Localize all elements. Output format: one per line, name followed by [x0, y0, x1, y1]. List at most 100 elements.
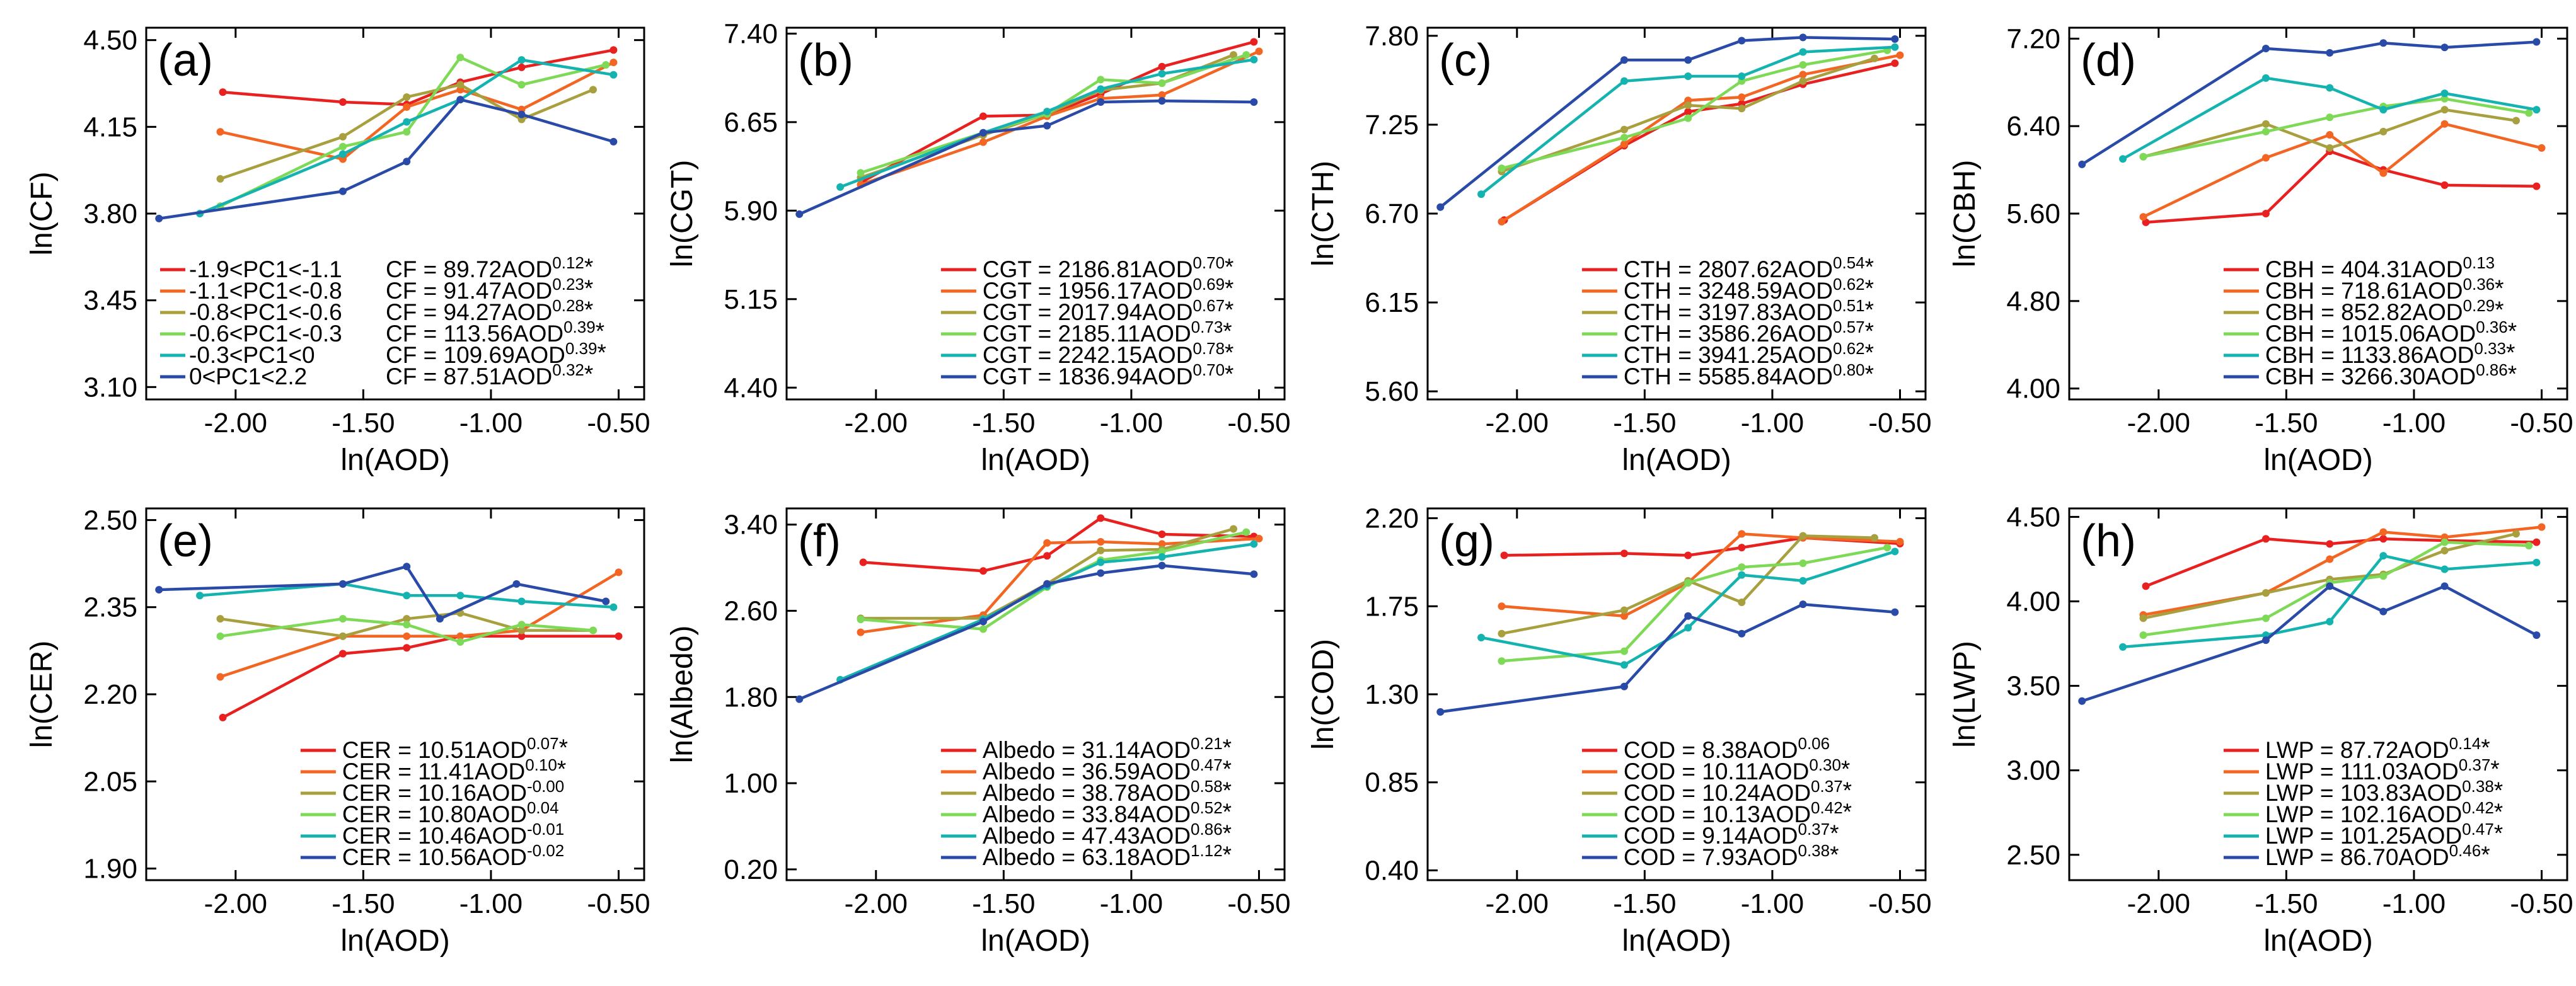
- legend-equation: CF = 91.47AOD0.23*: [386, 275, 593, 304]
- data-point: [857, 169, 865, 177]
- data-point: [1097, 569, 1105, 577]
- legend-equation: CER = 10.80AOD0.04: [342, 798, 559, 827]
- panel-label: (f): [798, 516, 841, 566]
- legend: -1.9<PC1<-1.1 CF = 89.72AOD0.12*-1.1<PC1<…: [160, 253, 606, 389]
- data-point: [517, 56, 526, 64]
- legend-significance: *: [1865, 318, 1874, 344]
- y-tick-label: 0.85: [1365, 767, 1419, 798]
- legend-significance: *: [2481, 735, 2490, 760]
- data-point: [2119, 155, 2127, 163]
- data-point: [1158, 553, 1166, 561]
- series-line-6: [1440, 602, 1895, 714]
- data-point: [456, 96, 465, 104]
- legend-equation: CBH = 3266.30AOD0.86*: [2265, 360, 2517, 389]
- data-point: [979, 129, 987, 137]
- data-point: [2326, 144, 2334, 152]
- legend-equation-base: CF = 87.51AOD: [386, 364, 552, 389]
- data-point: [857, 616, 865, 624]
- series-line-2: [860, 50, 1260, 186]
- series-line-3: [220, 611, 593, 638]
- y-tick-label: 5.60: [1365, 376, 1419, 407]
- data-point: [1799, 33, 1807, 42]
- legend-equation-base: CBH = 1015.06AOD: [2265, 321, 2476, 347]
- data-point: [1738, 629, 1746, 638]
- legend-equation-base: CBH = 718.61AOD: [2265, 278, 2463, 304]
- data-point: [2379, 169, 2388, 177]
- data-point: [338, 187, 347, 195]
- data-point: [1684, 72, 1692, 80]
- x-axis-label: ln(AOD): [340, 924, 449, 958]
- data-point: [1684, 108, 1692, 116]
- data-point: [609, 603, 618, 611]
- legend: CER = 10.51AOD0.07*CER = 11.41AOD0.10*CE…: [300, 734, 568, 870]
- data-point: [338, 580, 347, 588]
- plot-frame: [2068, 507, 2568, 881]
- data-point: [1891, 547, 1899, 556]
- data-point: [1158, 547, 1166, 556]
- y-tick-label: 6.65: [724, 107, 778, 138]
- data-point: [2139, 213, 2147, 221]
- data-point: [2326, 49, 2334, 57]
- legend-exponent: 0.58: [1191, 777, 1223, 796]
- legend-equation-base: Albedo = 38.78AOD: [983, 780, 1191, 806]
- legend-equation-base: CER = 10.51AOD: [342, 737, 527, 763]
- y-tick-label: 1.80: [724, 682, 778, 713]
- series-line-4: [2143, 541, 2529, 637]
- data-point: [2261, 210, 2270, 217]
- legend-exponent: 0.42: [1811, 798, 1843, 817]
- data-point: [2119, 643, 2127, 651]
- x-tick-label: -2.00: [845, 408, 908, 439]
- data-point: [1738, 105, 1746, 113]
- data-point: [2261, 589, 2270, 597]
- legend-significance: *: [2494, 777, 2503, 803]
- data-point: [403, 592, 411, 600]
- data-point: [1229, 51, 1237, 59]
- y-axis-label: ln(CBH): [1948, 160, 1982, 268]
- legend-label: 0<PC1<2.2: [189, 364, 307, 389]
- data-point: [1255, 47, 1263, 55]
- y-tick-label: 2.50: [83, 505, 137, 536]
- legend-exponent: 0.36: [2463, 275, 2495, 294]
- legend-exponent: 0.51: [1833, 296, 1865, 315]
- data-point: [2512, 117, 2520, 125]
- series-line-2: [220, 61, 615, 161]
- data-point: [403, 632, 411, 640]
- data-point: [2538, 523, 2546, 531]
- data-point: [2525, 109, 2533, 117]
- legend-equation-base: CTH = 3586.26AOD: [1624, 321, 1833, 347]
- data-point: [403, 644, 411, 652]
- data-point: [589, 626, 597, 634]
- data-point: [456, 592, 465, 600]
- series-line-1: [863, 517, 1254, 573]
- legend: CGT = 2186.81AOD0.70*CGT = 1956.17AOD0.6…: [940, 253, 1234, 389]
- data-point: [512, 580, 521, 588]
- legend-significance: *: [1865, 297, 1874, 323]
- legend-equation: CGT = 2186.81AOD0.70*: [983, 253, 1234, 282]
- data-point: [436, 615, 444, 623]
- y-axis-label: ln(CF): [25, 171, 59, 255]
- x-tick-label: -2.00: [1486, 888, 1549, 919]
- data-point: [338, 615, 347, 623]
- data-point: [1684, 114, 1692, 122]
- legend-significance: *: [1223, 820, 1232, 846]
- x-tick-label: -1.00: [1741, 888, 1804, 919]
- y-tick-label: 3.45: [83, 285, 137, 316]
- panel-label: (c): [1439, 35, 1492, 86]
- y-tick-label: 0.20: [724, 854, 778, 885]
- legend-exponent: 0.69: [1193, 275, 1225, 294]
- legend-significance: *: [2508, 318, 2517, 344]
- y-tick-label: 7.80: [1365, 21, 1419, 52]
- legend-equation-base: Albedo = 31.14AOD: [983, 737, 1191, 763]
- legend-exponent: -0.01: [527, 820, 564, 839]
- panel-h: 4.50 4.00 3.50 3.00 2.50 -2.00 -1.50 -1.00 -0.50…: [1948, 502, 2573, 958]
- data-point: [2533, 631, 2541, 639]
- data-point: [615, 632, 623, 640]
- legend-exponent: 0.07: [527, 734, 559, 753]
- data-point: [1500, 551, 1508, 559]
- data-point: [1242, 51, 1250, 59]
- x-tick-label: -0.50: [2510, 408, 2573, 439]
- x-tick-label: -1.00: [459, 888, 523, 919]
- legend-exponent: 0.39: [563, 318, 596, 336]
- legend-exponent: 0.28: [552, 296, 584, 315]
- legend-equation: CTH = 5585.84AOD0.80*: [1624, 360, 1874, 389]
